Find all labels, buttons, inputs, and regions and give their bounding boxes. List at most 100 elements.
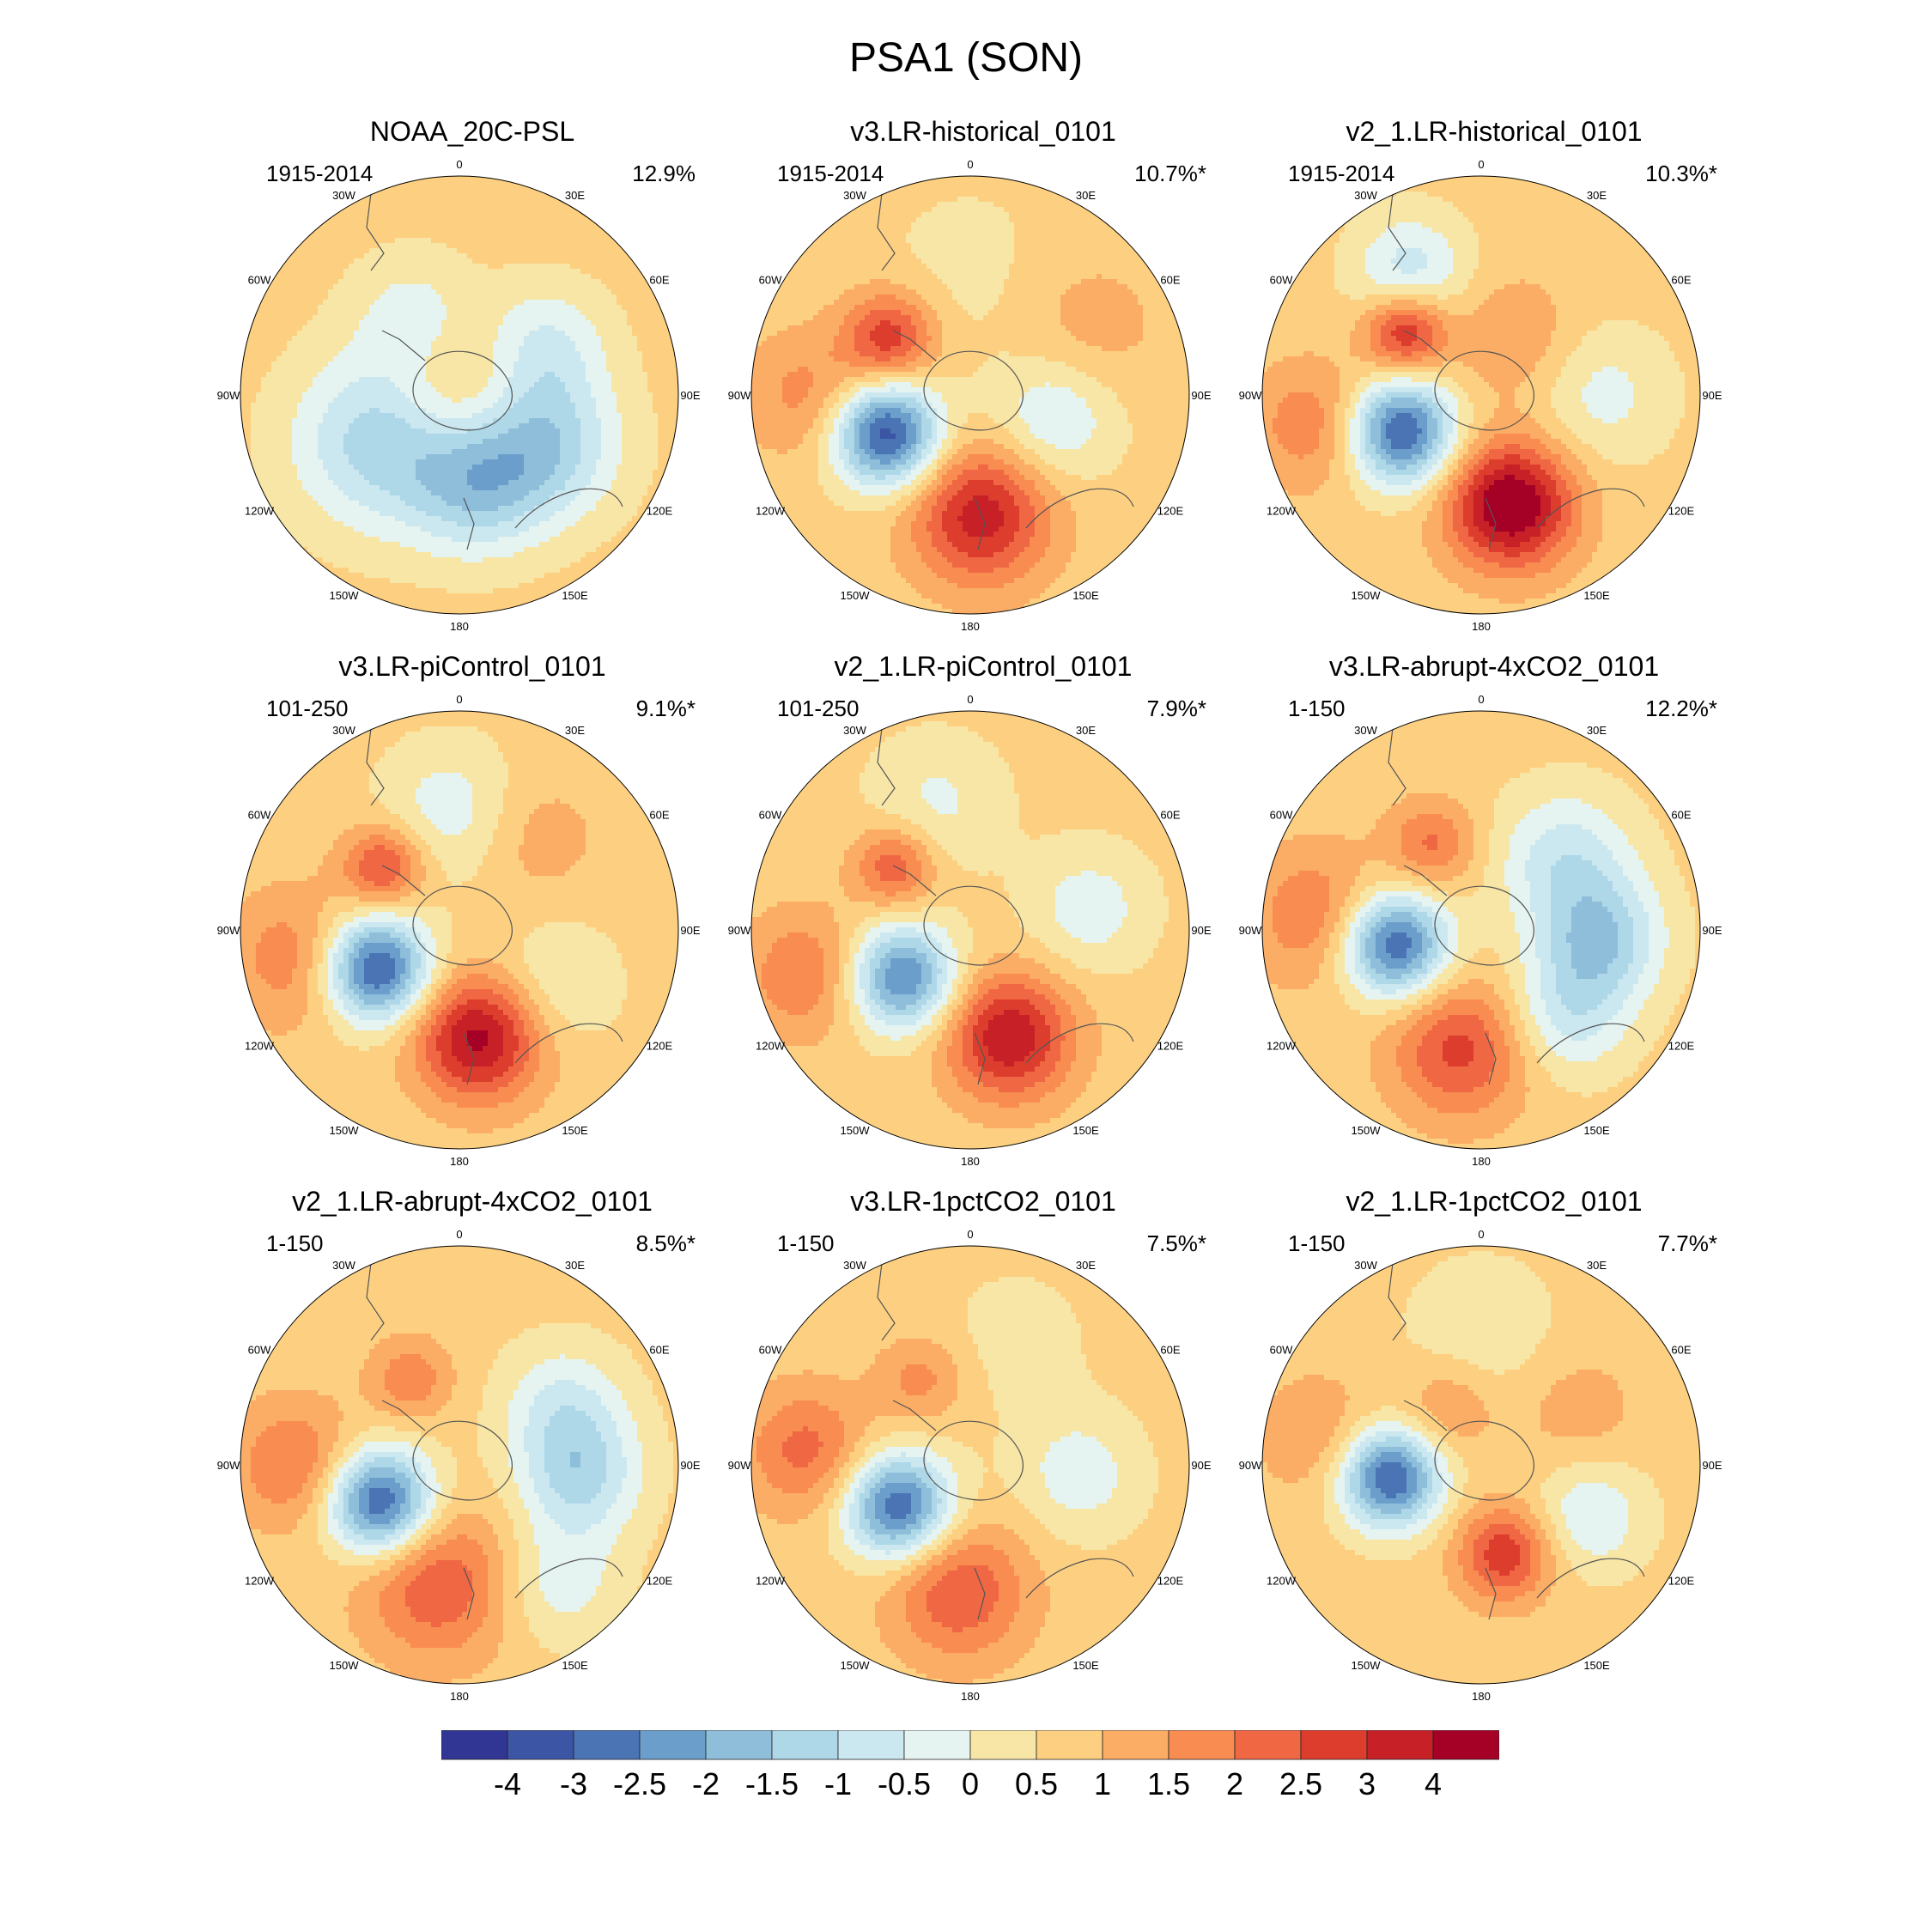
longitude-label: 150W: [1352, 1659, 1382, 1672]
longitude-label: 90W: [1239, 389, 1262, 402]
polar-map: 0 30E 60E 90E 120E 150E 180 150W 120W 90W 60W 30W: [1239, 693, 1722, 1168]
longitude-label: 60W: [1270, 274, 1293, 287]
longitude-label: 150W: [330, 1659, 360, 1672]
colorbar-swatch: [1102, 1729, 1170, 1760]
longitude-label: 30E: [1076, 724, 1096, 737]
polar-map: 0 30E 60E 90E 120E 150E 180 150W 120W 90W 60W 30W: [728, 693, 1212, 1168]
map-border: [240, 1245, 679, 1685]
map-border: [1261, 175, 1701, 615]
longitude-label: 180: [1472, 620, 1491, 633]
longitude-label: 120E: [1157, 1575, 1184, 1588]
panel-period: 101-250: [777, 696, 859, 722]
longitude-label: 150W: [1352, 589, 1382, 602]
panel-title: v3.LR-piControl_0101: [215, 651, 730, 683]
longitude-label: 120W: [1267, 505, 1297, 518]
panel-period: 1915-2014: [777, 161, 884, 187]
colorbar-swatch: [1168, 1729, 1236, 1760]
map-panel: v3.LR-1pctCO2_0101 1-150 7.5%* 0 30E 60E 90E 12…: [726, 1186, 1241, 1718]
colorbar-swatches: [440, 1729, 1500, 1760]
map-panel: v2_1.LR-historical_0101 1915-2014 10.3%* 0 3…: [1236, 116, 1752, 648]
colorbar-swatch: [1366, 1729, 1434, 1760]
longitude-label: 30W: [1354, 189, 1377, 202]
contour-field: [751, 711, 1189, 1149]
contour-field: [1262, 1246, 1700, 1684]
longitude-label: 30W: [843, 1259, 866, 1272]
longitude-label: 30E: [565, 724, 585, 737]
longitude-label: 60W: [759, 809, 782, 822]
longitude-label: 90E: [680, 924, 700, 937]
longitude-label: 30E: [1076, 189, 1096, 202]
longitude-label: 60W: [759, 274, 782, 287]
panel-title: NOAA_20C-PSL: [215, 116, 730, 148]
longitude-label: 30W: [332, 189, 355, 202]
longitude-label: 150W: [330, 1124, 360, 1137]
longitude-label: 90E: [1191, 1459, 1211, 1472]
longitude-label: 180: [450, 620, 469, 633]
longitude-label: 120E: [647, 1040, 673, 1053]
longitude-label: 0: [456, 1228, 462, 1241]
longitude-label: 60E: [1671, 809, 1691, 822]
panel-title: v3.LR-1pctCO2_0101: [726, 1186, 1241, 1218]
longitude-label: 60E: [1671, 274, 1691, 287]
longitude-label: 60W: [248, 274, 271, 287]
longitude-label: 120W: [756, 505, 786, 518]
colorbar-tick-label: -1: [824, 1766, 852, 1802]
longitude-label: 90E: [680, 389, 700, 402]
polar-map: 0 30E 60E 90E 120E 150E 180 150W 120W 90W 60W 30W: [217, 693, 701, 1168]
longitude-label: 60W: [1270, 809, 1293, 822]
longitude-label: 60W: [759, 1344, 782, 1357]
longitude-label: 180: [1472, 1155, 1491, 1168]
longitude-label: 30E: [565, 189, 585, 202]
longitude-label: 180: [450, 1155, 469, 1168]
colorbar-swatch: [1036, 1729, 1103, 1760]
panel-variance: 7.5%*: [1147, 1230, 1206, 1257]
colorbar-tick-label: -2: [692, 1766, 720, 1802]
panel-title: v3.LR-historical_0101: [726, 116, 1241, 148]
panel-title: v3.LR-abrupt-4xCO2_0101: [1236, 651, 1752, 683]
map-border: [1261, 1245, 1701, 1685]
longitude-label: 0: [456, 693, 462, 706]
longitude-label: 150W: [330, 589, 360, 602]
panel-variance: 10.7%*: [1134, 161, 1206, 187]
longitude-label: 60W: [1270, 1344, 1293, 1357]
colorbar-tick-label: -1.5: [745, 1766, 799, 1802]
longitude-label: 30W: [843, 189, 866, 202]
longitude-label: 120E: [1668, 1575, 1695, 1588]
longitude-label: 120W: [245, 1575, 275, 1588]
longitude-label: 180: [961, 620, 980, 633]
colorbar-tick-label: -4: [494, 1766, 521, 1802]
longitude-label: 30E: [1587, 1259, 1607, 1272]
contour-field: [1262, 176, 1700, 614]
polar-map: 0 30E 60E 90E 120E 150E 180 150W 120W 90W 60W 30W: [728, 1228, 1212, 1703]
longitude-label: 150E: [1072, 589, 1099, 602]
colorbar-swatch: [507, 1729, 574, 1760]
longitude-label: 60E: [649, 274, 669, 287]
panel-variance: 12.2%*: [1645, 696, 1717, 722]
longitude-label: 150E: [1583, 1124, 1610, 1137]
longitude-label: 150W: [841, 1659, 871, 1672]
figure-title: PSA1 (SON): [0, 34, 1932, 82]
panel-variance: 7.9%*: [1147, 696, 1206, 722]
longitude-label: 120W: [245, 1040, 275, 1053]
longitude-label: 90W: [1239, 924, 1262, 937]
map-panel: v3.LR-historical_0101 1915-2014 10.7%* 0 30E…: [726, 116, 1241, 648]
longitude-label: 120W: [756, 1040, 786, 1053]
longitude-label: 0: [1478, 158, 1484, 171]
longitude-label: 30E: [1587, 189, 1607, 202]
panel-variance: 12.9%: [632, 161, 696, 187]
contour-field: [240, 176, 678, 614]
longitude-label: 30E: [565, 1259, 585, 1272]
longitude-label: 60W: [248, 1344, 271, 1357]
longitude-label: 150E: [562, 1659, 588, 1672]
colorbar-tick-label: 3: [1358, 1766, 1376, 1802]
map-border: [750, 1245, 1190, 1685]
colorbar-tick-label: 1: [1094, 1766, 1111, 1802]
longitude-label: 90E: [680, 1459, 700, 1472]
longitude-label: 90E: [1191, 389, 1211, 402]
colorbar-tick-label: 0: [962, 1766, 979, 1802]
panel-period: 1-150: [1288, 696, 1346, 722]
panel-period: 1915-2014: [266, 161, 373, 187]
polar-map: 0 30E 60E 90E 120E 150E 180 150W 120W 90W 60W 30W: [728, 158, 1212, 633]
longitude-label: 0: [967, 158, 973, 171]
map-panel: v3.LR-piControl_0101 101-250 9.1%* 0 30E 60E 9…: [215, 651, 730, 1183]
